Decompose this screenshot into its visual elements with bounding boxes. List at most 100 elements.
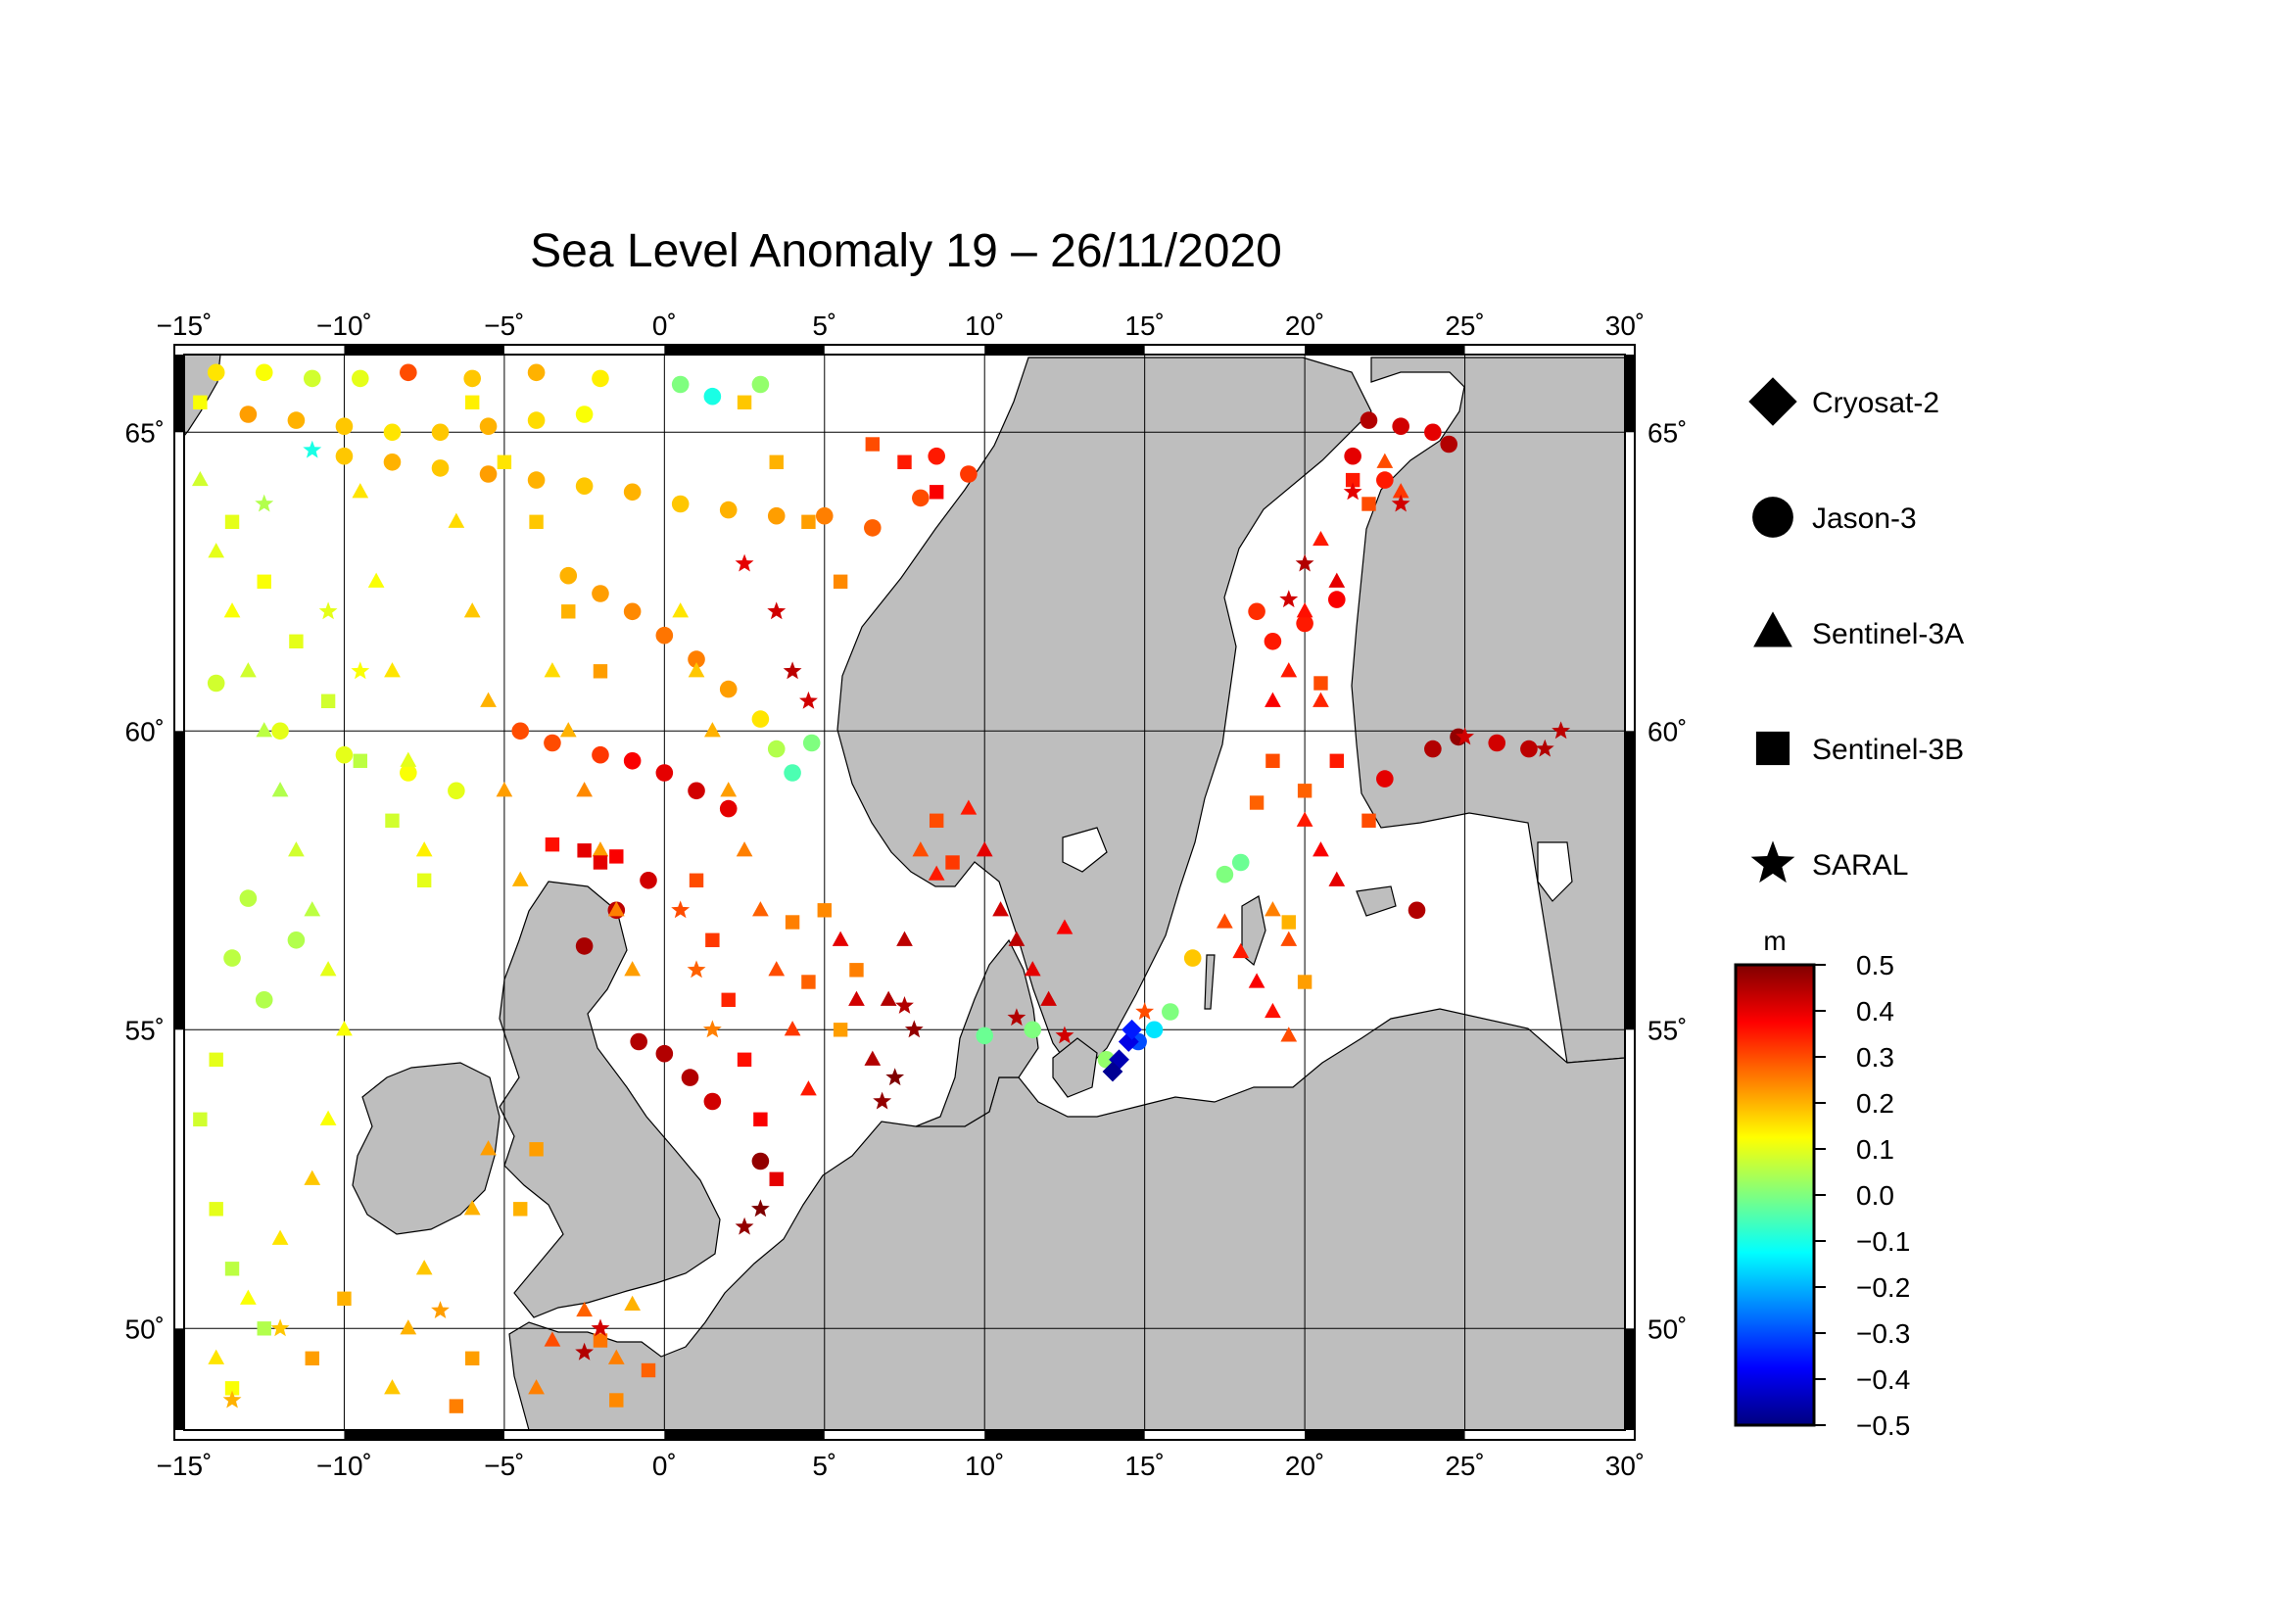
sentinel-3a-point <box>480 1140 497 1156</box>
saral-point <box>1391 494 1410 512</box>
frame-bar-top <box>984 345 1145 355</box>
sentinel-3b-point <box>929 485 944 500</box>
colorbar: m 0.5 0.4 0.3 0.2 0.1 0.0 −0.1 −0.2 −0.3 −0.4 −0.5 <box>1734 926 1910 1441</box>
legend-star-icon <box>1750 840 1795 884</box>
sentinel-3a-point <box>448 512 465 528</box>
lon-tick-label-bottom: −15˚ <box>157 1451 213 1481</box>
jason-3-point <box>767 506 786 525</box>
lon-tick-label-bottom: −10˚ <box>316 1451 372 1481</box>
jason-3-point <box>511 722 530 740</box>
jason-3-point <box>671 375 690 394</box>
jason-3-point <box>751 375 770 394</box>
graticule <box>183 355 1626 1430</box>
sentinel-3a-point <box>1232 942 1250 959</box>
sentinel-3b-point <box>224 1381 240 1396</box>
sentinel-3a-point <box>544 662 561 678</box>
saral-point <box>303 440 322 458</box>
colorbar-gradient <box>1734 963 1816 1427</box>
sentinel-3b-point <box>465 395 480 409</box>
sentinel-3a-point <box>544 1331 561 1347</box>
sentinel-3b-point <box>465 1351 480 1365</box>
sentinel-3b-point <box>513 1202 528 1217</box>
sentinel-3a-point <box>271 782 289 797</box>
legend-label-saral: SARAL <box>1812 849 1908 882</box>
saral-point <box>318 601 338 620</box>
jason-3-point <box>400 764 417 782</box>
jason-3-point <box>767 740 786 758</box>
sentinel-3a-point <box>1056 919 1074 934</box>
jason-3-point <box>527 363 546 382</box>
lon-tick-label-top: 25˚ <box>1445 310 1484 341</box>
jason-3-point <box>383 454 402 471</box>
colorbar-tick-label: −0.4 <box>1856 1364 1910 1395</box>
jason-3-point <box>575 406 594 423</box>
sentinel-3b-point <box>209 1052 223 1067</box>
jason-3-point <box>527 471 546 489</box>
jason-3-point <box>784 764 801 782</box>
land-oland <box>1204 954 1216 1010</box>
jason-3-point <box>1264 633 1282 650</box>
colorbar-tick-label: −0.2 <box>1856 1272 1910 1303</box>
jason-3-point <box>655 1044 674 1063</box>
sentinel-3a-point <box>400 751 417 767</box>
sentinel-3b-point <box>753 1112 768 1126</box>
jason-3-point <box>1424 740 1442 758</box>
sentinel-3a-point <box>463 602 481 618</box>
sentinel-3a-point <box>1296 602 1313 618</box>
jason-3-point <box>1424 423 1442 442</box>
sentinel-3b-point <box>897 454 912 469</box>
sentinel-3a-point <box>367 572 385 588</box>
sentinel-3a-point <box>607 901 625 917</box>
frame-bar-top <box>344 345 504 355</box>
saral-point <box>767 601 787 620</box>
jason-3-point <box>448 782 465 800</box>
land-scandinavia <box>836 357 1372 1078</box>
sentinel-3b-point <box>305 1351 319 1365</box>
jason-3-point <box>1216 865 1234 884</box>
lon-tick-label-top: 20˚ <box>1285 310 1324 341</box>
sentinel-3a-point <box>704 722 721 738</box>
sentinel-3a-point <box>607 1349 625 1364</box>
jason-3-point <box>287 411 306 429</box>
saral-point <box>1135 1002 1155 1020</box>
jason-3-point <box>431 459 450 477</box>
sentinel-3a-point <box>672 602 690 618</box>
sentinel-3a-point <box>1313 692 1329 707</box>
lon-tick-label-bottom: 10˚ <box>965 1451 1004 1481</box>
jason-3-point <box>1392 417 1409 436</box>
jason-3-point <box>351 369 369 388</box>
sentinel-3b-point <box>817 903 832 918</box>
sentinel-3a-point <box>400 1319 417 1335</box>
saral-point <box>873 1091 892 1110</box>
lon-tick-label-top: −10˚ <box>316 310 372 341</box>
sentinel-3b-point <box>193 1112 208 1126</box>
colorbar-tick-label: 0.3 <box>1856 1042 1894 1073</box>
sentinel-3a-point <box>736 841 753 857</box>
jason-3-point <box>655 626 674 645</box>
sentinel-3b-point <box>801 975 816 989</box>
sentinel-3b-point <box>769 1171 784 1186</box>
frame-bar-top <box>1305 345 1465 355</box>
sentinel-3a-point <box>592 841 609 857</box>
colorbar-unit: m <box>1763 926 1786 956</box>
sentinel-3a-point <box>1008 931 1026 946</box>
jason-3-point <box>1162 1003 1179 1021</box>
sentinel-3b-point <box>945 855 960 870</box>
saral-point <box>270 1318 290 1337</box>
frame-bar-left <box>174 731 184 1030</box>
sentinel-3b-point <box>1361 497 1376 511</box>
sentinel-3a-point <box>336 1021 353 1036</box>
sentinel-3a-point <box>1313 530 1329 547</box>
saral-point <box>1456 727 1474 745</box>
sentinel-3a-point <box>880 990 897 1006</box>
frame-bar-left <box>174 355 184 433</box>
jason-3-point <box>559 566 578 585</box>
lat-tick-label-right: 65˚ <box>1647 417 1687 448</box>
jason-3-point <box>688 782 705 800</box>
saral-point <box>255 494 274 512</box>
sentinel-3a-point <box>352 483 369 499</box>
sentinel-3b-point <box>1361 813 1376 828</box>
sentinel-3b-point <box>593 855 608 870</box>
sentinel-3a-point <box>463 1200 481 1216</box>
jason-3-point <box>303 369 321 388</box>
